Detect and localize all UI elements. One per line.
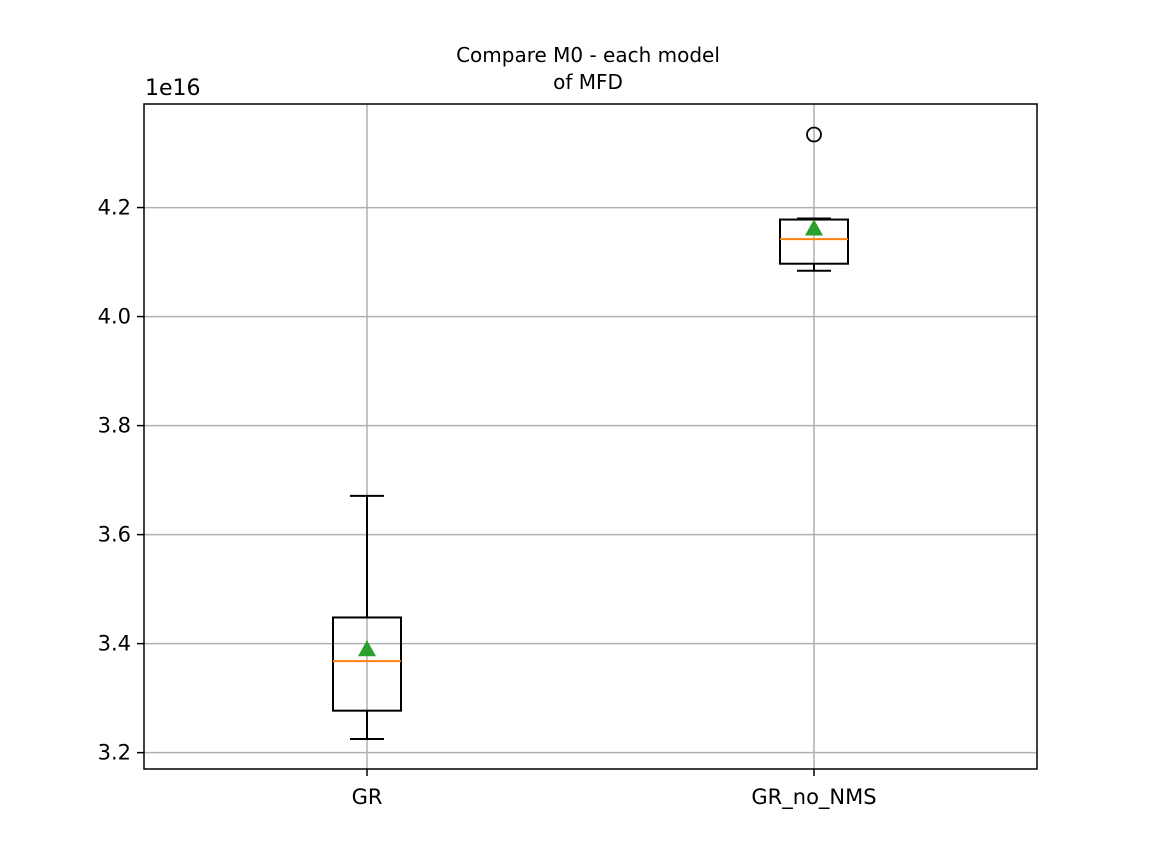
- y-tick-label: 3.4: [98, 632, 131, 656]
- mean-marker: [805, 219, 823, 236]
- chart-title-line-1: Compare M0 - each model: [456, 43, 720, 67]
- chart-title-line-2: of MFD: [553, 70, 623, 94]
- y-axis-offset-label: 1e16: [145, 76, 201, 101]
- plot-frame: [143, 103, 1038, 770]
- grid-lines: [144, 104, 1037, 769]
- x-tick-label: GR: [352, 785, 383, 809]
- y-tick-label: 4.2: [98, 196, 131, 220]
- y-tick-label: 3.6: [98, 523, 131, 547]
- outlier-point: [806, 126, 822, 143]
- box-iqr: [332, 616, 402, 712]
- y-tick-label: 3.2: [98, 741, 131, 765]
- x-tick-label: GR_no_NMS: [751, 785, 876, 810]
- axis-ticks: 3.2 3.4 3.6 3.8 4.0 4.2 GR GR_no_NMS: [98, 196, 877, 810]
- y-tick-label: 4.0: [98, 305, 131, 329]
- box-marks: [332, 126, 849, 741]
- y-tick-label: 3.8: [98, 414, 131, 438]
- mean-marker: [358, 640, 376, 657]
